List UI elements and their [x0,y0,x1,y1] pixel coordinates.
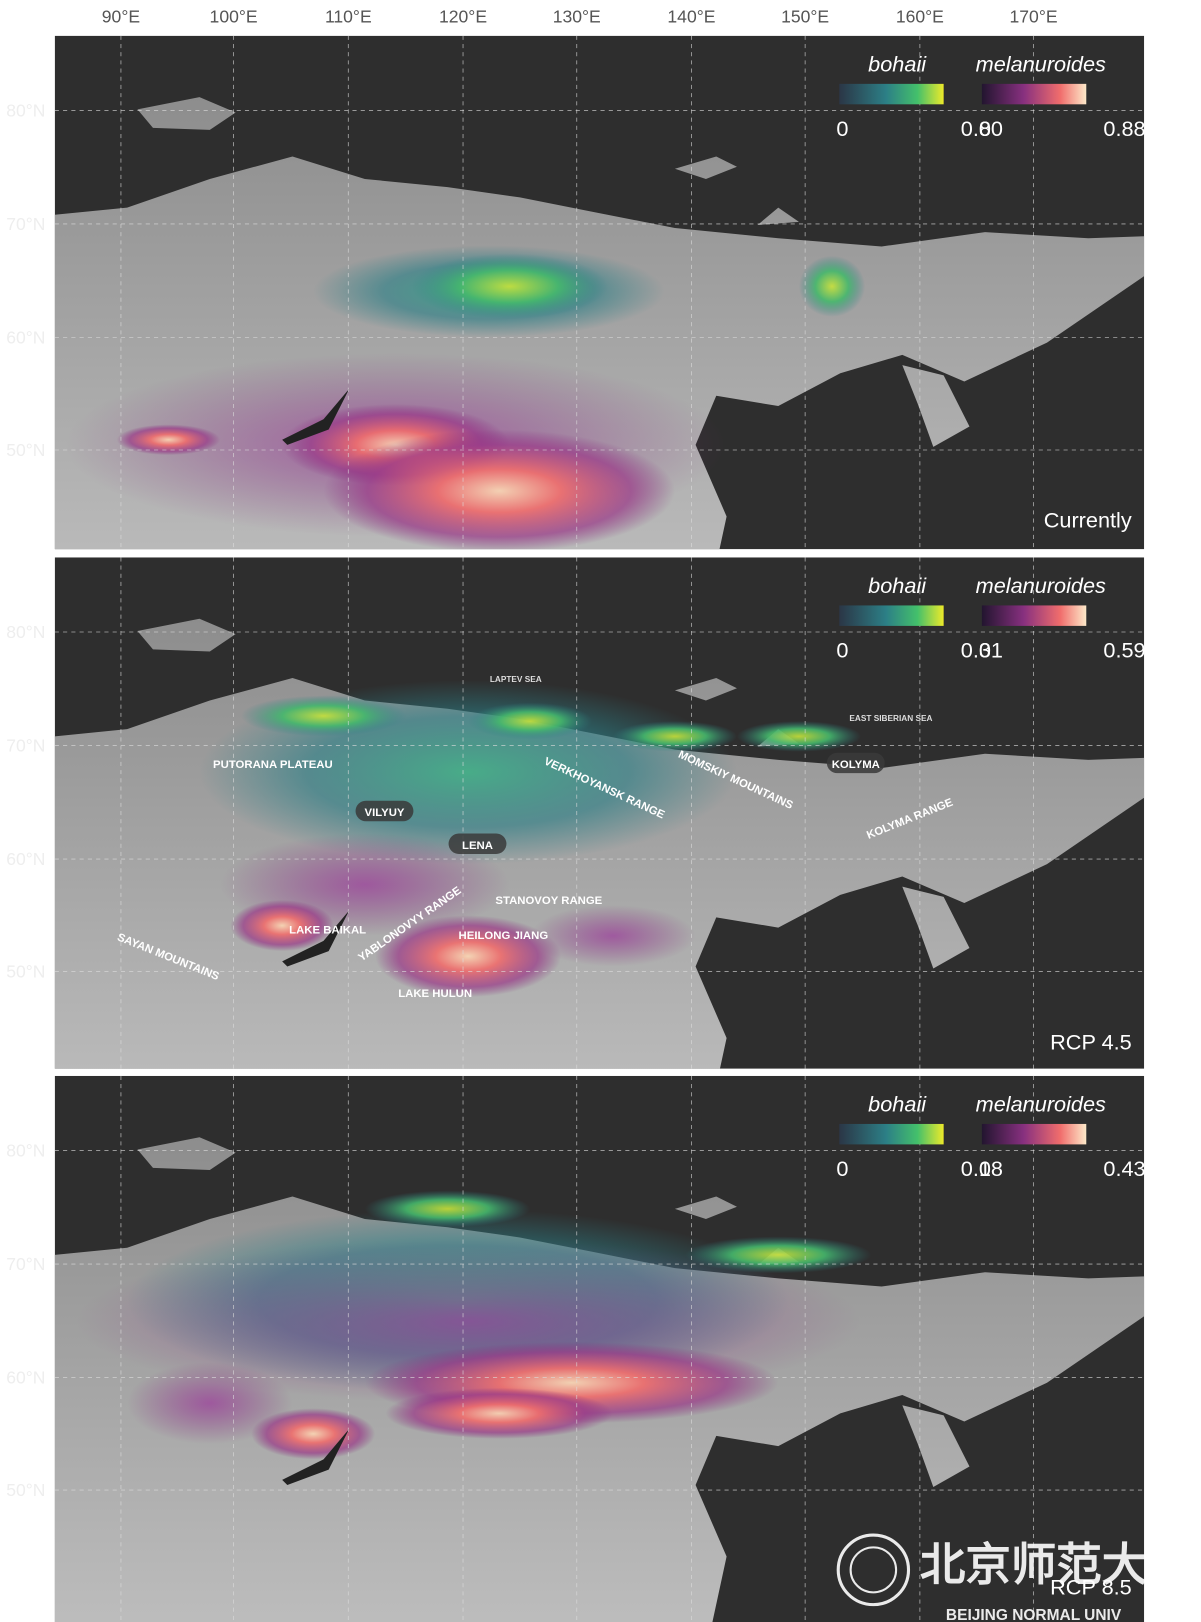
longitude-label: 90°E [102,7,140,27]
legend-title: bohaii [868,573,927,598]
map-label: PUTORANA PLATEAU [213,759,333,771]
distribution [385,1387,613,1439]
legend-min: 0 [836,116,848,141]
longitude-label: 110°E [325,7,372,27]
legend-min: 0 [979,116,991,141]
map-label: LENA [462,840,493,852]
watermark: 北京师范大 BEIJING NORMAL UNIV [836,1533,1147,1622]
latitude-label: 50°N [6,440,45,460]
map-label-group: LAKE HULUN [398,988,472,1000]
map-label-group: KOLYMA [826,752,885,774]
latitude-label: 50°N [6,962,45,982]
distribution [736,721,861,752]
label-pill [448,833,507,854]
latitude-label: 50°N [6,1480,45,1500]
longitude-label: 160°E [896,7,944,27]
colorbar [839,1123,944,1145]
latitude-label: 80°N [6,1141,45,1161]
latitude-label: 80°N [6,622,45,642]
map-label-group: PUTORANA PLATEAU [213,759,333,771]
legend-max: 0.59 [1103,638,1145,663]
legend-max: 0.43 [1103,1156,1145,1181]
scenario-label: Currently [1044,508,1132,533]
colorbar [981,1123,1087,1145]
legend-title: bohaii [868,52,927,77]
distribution [468,702,593,740]
legend-max: 0.18 [961,1156,1003,1181]
distribution [116,424,221,456]
map-label-group: VILYUY [355,800,414,822]
longitude-label: 150°E [781,7,829,27]
map-label-group: LAKE BAIKAL [289,925,366,937]
map [54,557,1145,1069]
legend-max: 0.80 [961,116,1003,141]
colorbar [981,83,1087,105]
longitude-label: 120°E [439,7,487,27]
map [54,35,1145,550]
distribution [127,1362,293,1445]
map [54,1075,1145,1622]
watermark-chinese: 北京师范大 [920,1539,1147,1590]
legend-title: bohaii [868,1092,927,1117]
distribution [364,1190,531,1228]
map-label-group: STANOVOY RANGE [495,895,602,907]
colorbar [839,83,944,105]
legend-max: 0.31 [961,638,1003,663]
map-label: HEILONG JIANG [459,930,549,942]
legend-max: 0.88 [1103,116,1145,141]
longitude-label: 170°E [1010,7,1058,27]
map-label: LAKE HULUN [398,988,472,1000]
legend-min: 0 [979,638,991,663]
latitude-label: 70°N [6,1254,45,1274]
legend-title: melanuroides [976,52,1106,77]
legend-title: melanuroides [976,573,1106,598]
lake [282,388,350,445]
map-label-group: LENA [448,833,507,854]
map-label-group: EAST SIBERIAN SEA [849,714,932,723]
distribution [798,255,866,318]
latitude-label: 70°N [6,736,45,756]
latitude-label: 60°N [6,328,45,348]
legend-min: 0 [836,638,848,663]
map-label: KOLYMA [832,759,880,771]
map-label: LAKE BAIKAL [289,925,366,937]
distribution [251,1408,376,1460]
legend-title: melanuroides [976,1092,1106,1117]
distribution [230,899,334,952]
legend-min: 0 [979,1156,991,1181]
longitude-label: 140°E [667,7,715,27]
scenario-label: RCP 4.5 [1050,1029,1132,1054]
latitude-label: 80°N [6,101,45,121]
distribution [375,915,562,998]
distribution [530,905,696,967]
map-label: LAPTEV SEA [490,675,542,684]
longitude-label: 130°E [553,7,601,27]
label-pill [826,752,885,774]
latitude-label: 70°N [6,214,45,234]
scenario-label: RCP 8.5 [1050,1574,1132,1599]
colorbar [981,605,1087,626]
map-label-group: HEILONG JIANG [459,930,549,942]
distribution [411,253,608,320]
latitude-label: 60°N [6,849,45,869]
map-label: STANOVOY RANGE [495,895,602,907]
distribution [240,695,407,737]
legend-min: 0 [836,1156,848,1181]
latitude-label: 60°N [6,1368,45,1388]
lake [282,910,350,967]
colorbar [839,605,944,626]
longitude-label: 100°E [210,7,258,27]
map-label-group: LAPTEV SEA [490,675,542,684]
map-label: EAST SIBERIAN SEA [849,714,932,723]
distribution [612,721,737,752]
lake [282,1428,350,1485]
distribution [323,429,675,550]
watermark-english: BEIJING NORMAL UNIV [946,1607,1122,1622]
label-pill [355,800,414,822]
map-label: VILYUY [364,807,404,819]
